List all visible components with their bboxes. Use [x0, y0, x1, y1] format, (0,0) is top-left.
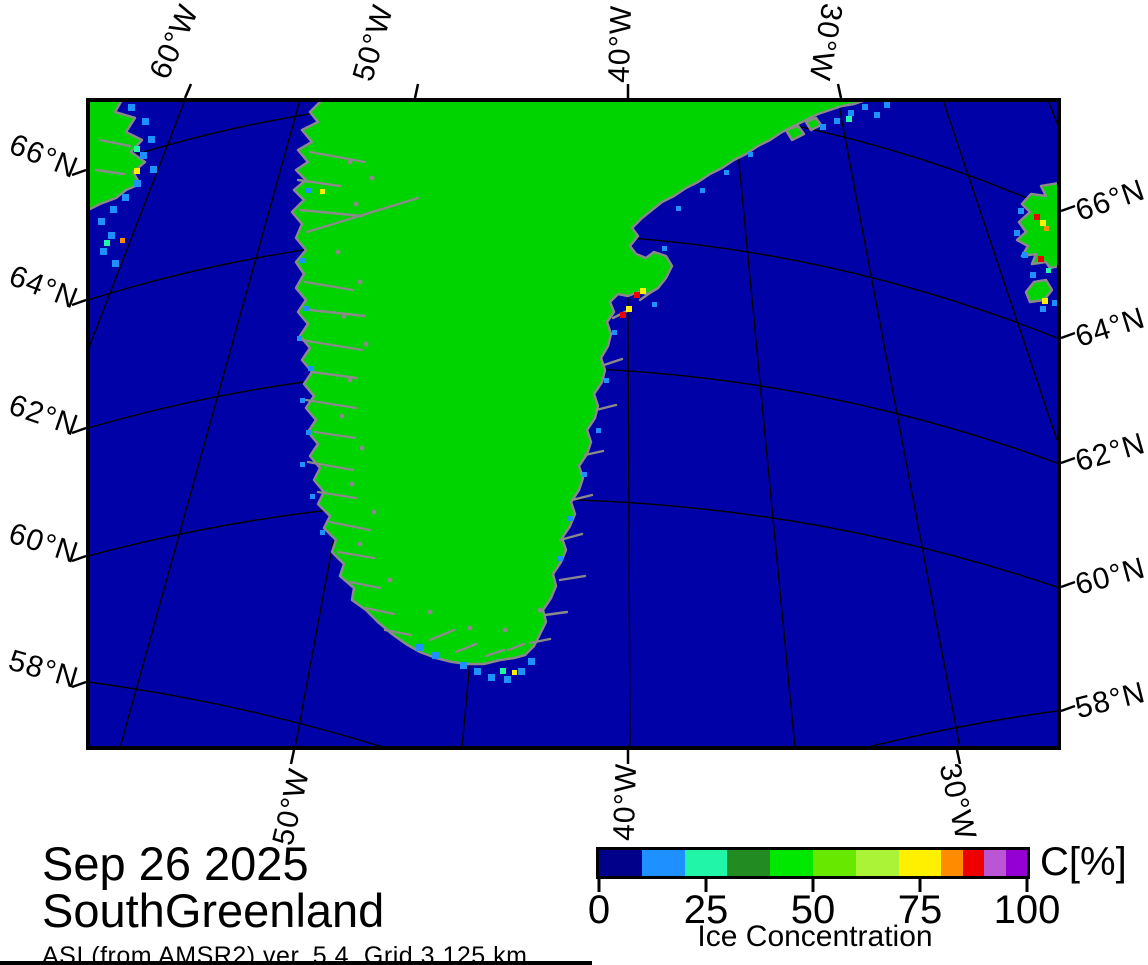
- colorbar-segment: [1005, 850, 1027, 876]
- meridian-25w: [942, 102, 1057, 441]
- fjord-lines: [94, 138, 656, 658]
- colorbar-tick-label: 25: [683, 888, 729, 932]
- lon-label-bottom-40w: 40°W: [607, 762, 644, 842]
- colorbar-gradient: [596, 847, 1030, 879]
- colorbar-segment: [962, 850, 985, 876]
- greenland-landmass: [290, 102, 864, 666]
- colorbar-tick: [597, 879, 601, 892]
- coastal-islet: [784, 124, 806, 142]
- lon-label-top-40w: 40°W: [602, 4, 639, 84]
- meridian-20w: [1048, 102, 1057, 125]
- colorbar-tick-label: 75: [897, 888, 943, 932]
- colorbar-segment: [599, 850, 642, 876]
- colorbar-tick: [704, 879, 708, 892]
- ice-pixels-veryhigh: [620, 214, 1044, 318]
- bottom-border-line: [0, 961, 592, 965]
- colorbar-segment: [727, 850, 771, 876]
- colorbar-tick-label: 50: [790, 888, 836, 932]
- colorbar-segment: [984, 850, 1006, 876]
- colorbar-segment: [770, 850, 813, 876]
- ice-pixels-orange: [120, 226, 1049, 243]
- colorbar-segment: [684, 850, 728, 876]
- map-frame: [86, 98, 1061, 750]
- ice-pixels-mid: [104, 116, 1051, 674]
- colorbar-axis-label: Ice Concentration: [697, 920, 933, 953]
- axis-ticks: [71, 83, 1076, 765]
- colorbar-segment: [941, 850, 963, 876]
- meridian-55w: [119, 102, 301, 746]
- map-region: SouthGreenland: [42, 884, 385, 937]
- colorbar-tick-label: 100: [993, 888, 1061, 932]
- baffin-landmass: [90, 102, 147, 211]
- terrain-specks: [335, 159, 543, 633]
- map-caption: ASI (from AMSR2) ver. 5.4, Grid 3.125 km: [42, 942, 528, 965]
- colorbar-segment: [855, 850, 899, 876]
- meridian-35w: [732, 102, 796, 746]
- colorbar-tick-label: 0: [587, 888, 611, 932]
- ice-pixels-high: [134, 168, 1048, 675]
- colorbar-title: C[%]: [1040, 840, 1127, 884]
- map-date: Sep 26 2025: [42, 837, 309, 890]
- iceland-landmass: [1015, 182, 1057, 270]
- landmasses: [90, 102, 1057, 666]
- colorbar-tick: [918, 879, 922, 892]
- colorbar-segment: [898, 850, 942, 876]
- colorbar-segment: [641, 850, 685, 876]
- parallel-66n: [90, 102, 1057, 212]
- ice-pixels-low: [98, 102, 1057, 683]
- title-block: Sep 26 2025 SouthGreenland ASI (from AMS…: [42, 840, 527, 965]
- colorbar: 0 25 50 75 100: [588, 847, 1060, 932]
- colorbar-tick: [811, 879, 815, 892]
- colorbar-segment: [812, 850, 856, 876]
- meridian-60w: [90, 102, 185, 347]
- parallel-58n-west: [90, 681, 382, 746]
- colorbar-tick: [1025, 879, 1029, 892]
- parallel-58n-east: [869, 710, 1057, 746]
- meridian-30w: [837, 102, 961, 746]
